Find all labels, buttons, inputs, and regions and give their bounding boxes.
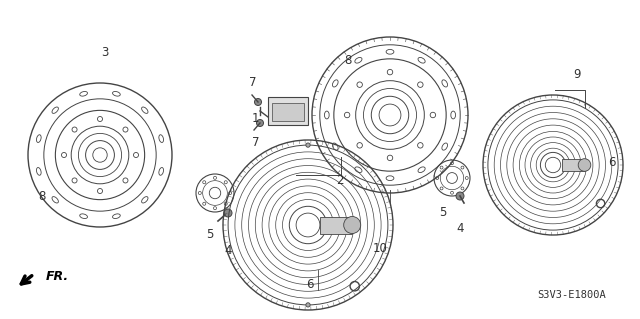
Bar — [268, 97, 308, 125]
Circle shape — [344, 217, 361, 234]
Circle shape — [306, 143, 310, 147]
Bar — [320, 217, 352, 234]
Text: 1: 1 — [252, 112, 259, 124]
Text: 4: 4 — [456, 221, 464, 234]
Text: 6: 6 — [608, 155, 616, 168]
Text: 4: 4 — [224, 243, 232, 256]
Circle shape — [456, 192, 464, 200]
Circle shape — [224, 209, 232, 217]
Bar — [272, 103, 304, 121]
Text: S3V3-E1800A: S3V3-E1800A — [538, 290, 606, 300]
Text: 10: 10 — [372, 241, 387, 255]
Circle shape — [578, 159, 591, 171]
Text: 6: 6 — [307, 278, 314, 292]
Text: 7: 7 — [249, 77, 257, 90]
Text: 8: 8 — [38, 189, 45, 203]
Bar — [562, 159, 584, 171]
Text: 7: 7 — [252, 136, 260, 149]
Text: 9: 9 — [573, 68, 580, 80]
Circle shape — [306, 303, 310, 307]
Circle shape — [255, 99, 262, 106]
Text: 5: 5 — [206, 227, 214, 241]
Text: 8: 8 — [344, 54, 352, 66]
Text: 5: 5 — [439, 206, 447, 219]
Text: 3: 3 — [101, 46, 109, 58]
Text: 2: 2 — [336, 174, 344, 187]
Text: FR.: FR. — [46, 270, 69, 283]
Circle shape — [257, 120, 264, 127]
